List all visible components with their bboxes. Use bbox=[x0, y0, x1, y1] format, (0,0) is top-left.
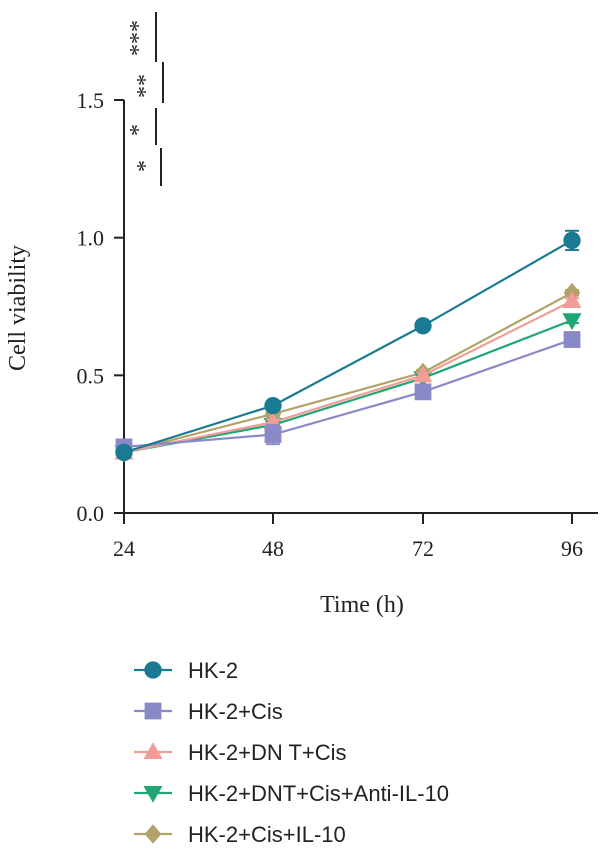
data-point bbox=[563, 331, 581, 348]
data-point bbox=[264, 426, 282, 443]
significance-label: ** bbox=[133, 74, 159, 98]
x-tick-label: 72 bbox=[412, 536, 434, 561]
legend-label: HK-2+Cis+IL-10 bbox=[188, 822, 346, 847]
series-line bbox=[123, 291, 573, 454]
legend: HK-2 HK-2+Cis HK-2+DN T+Cis HK-2+DNT+Cis+An… bbox=[134, 658, 449, 847]
data-point bbox=[562, 313, 582, 331]
axes bbox=[123, 100, 598, 514]
x-ticks: 24 48 72 96 bbox=[113, 513, 583, 561]
y-tick-label: 1.5 bbox=[77, 88, 105, 113]
x-axis-label: Time (h) bbox=[320, 592, 404, 618]
legend-item: HK-2 bbox=[134, 658, 238, 683]
legend-label: HK-2+Cis bbox=[188, 699, 283, 724]
legend-item: HK-2+DN T+Cis bbox=[134, 740, 347, 765]
y-ticks: 0.0 0.5 1.0 1.5 bbox=[77, 88, 124, 526]
series-line bbox=[123, 319, 573, 454]
series-hk-2 bbox=[115, 229, 581, 462]
legend-item: HK-2+Cis bbox=[134, 699, 283, 724]
x-tick-label: 48 bbox=[262, 536, 284, 561]
x-tick-label: 24 bbox=[113, 536, 135, 561]
series-layer bbox=[114, 229, 582, 463]
series-hk-2-cis-il-10 bbox=[115, 282, 581, 463]
significance-label: *** bbox=[126, 20, 152, 56]
legend-marker bbox=[144, 824, 162, 844]
y-axis-label: Cell viability bbox=[5, 245, 31, 371]
significance-label: * bbox=[126, 124, 152, 136]
data-point bbox=[264, 396, 282, 415]
x-tick-label: 96 bbox=[561, 536, 583, 561]
legend-label: HK-2 bbox=[188, 658, 238, 683]
data-point bbox=[115, 443, 133, 462]
data-point bbox=[413, 365, 433, 383]
legend-label: HK-2+DN T+Cis bbox=[188, 740, 347, 765]
y-tick-label: 0.5 bbox=[77, 363, 105, 388]
data-point bbox=[414, 383, 432, 401]
data-point bbox=[562, 291, 582, 308]
series-line bbox=[123, 239, 573, 454]
data-point bbox=[414, 317, 432, 335]
series-line bbox=[123, 300, 573, 454]
y-tick-label: 0.0 bbox=[77, 501, 105, 526]
legend-marker bbox=[143, 786, 163, 803]
significance-label: * bbox=[133, 160, 159, 172]
legend-label: HK-2+DNT+Cis+Anti-IL-10 bbox=[188, 781, 449, 806]
legend-item: HK-2+DNT+Cis+Anti-IL-10 bbox=[134, 781, 449, 806]
legend-item: HK-2+Cis+IL-10 bbox=[134, 822, 346, 847]
data-point bbox=[563, 231, 581, 250]
significance-annotations: ******* bbox=[126, 12, 164, 186]
series-line bbox=[123, 338, 573, 449]
legend-marker bbox=[144, 661, 162, 679]
legend-marker bbox=[144, 702, 162, 720]
y-tick-label: 1.0 bbox=[77, 226, 105, 251]
legend-marker bbox=[143, 742, 163, 759]
